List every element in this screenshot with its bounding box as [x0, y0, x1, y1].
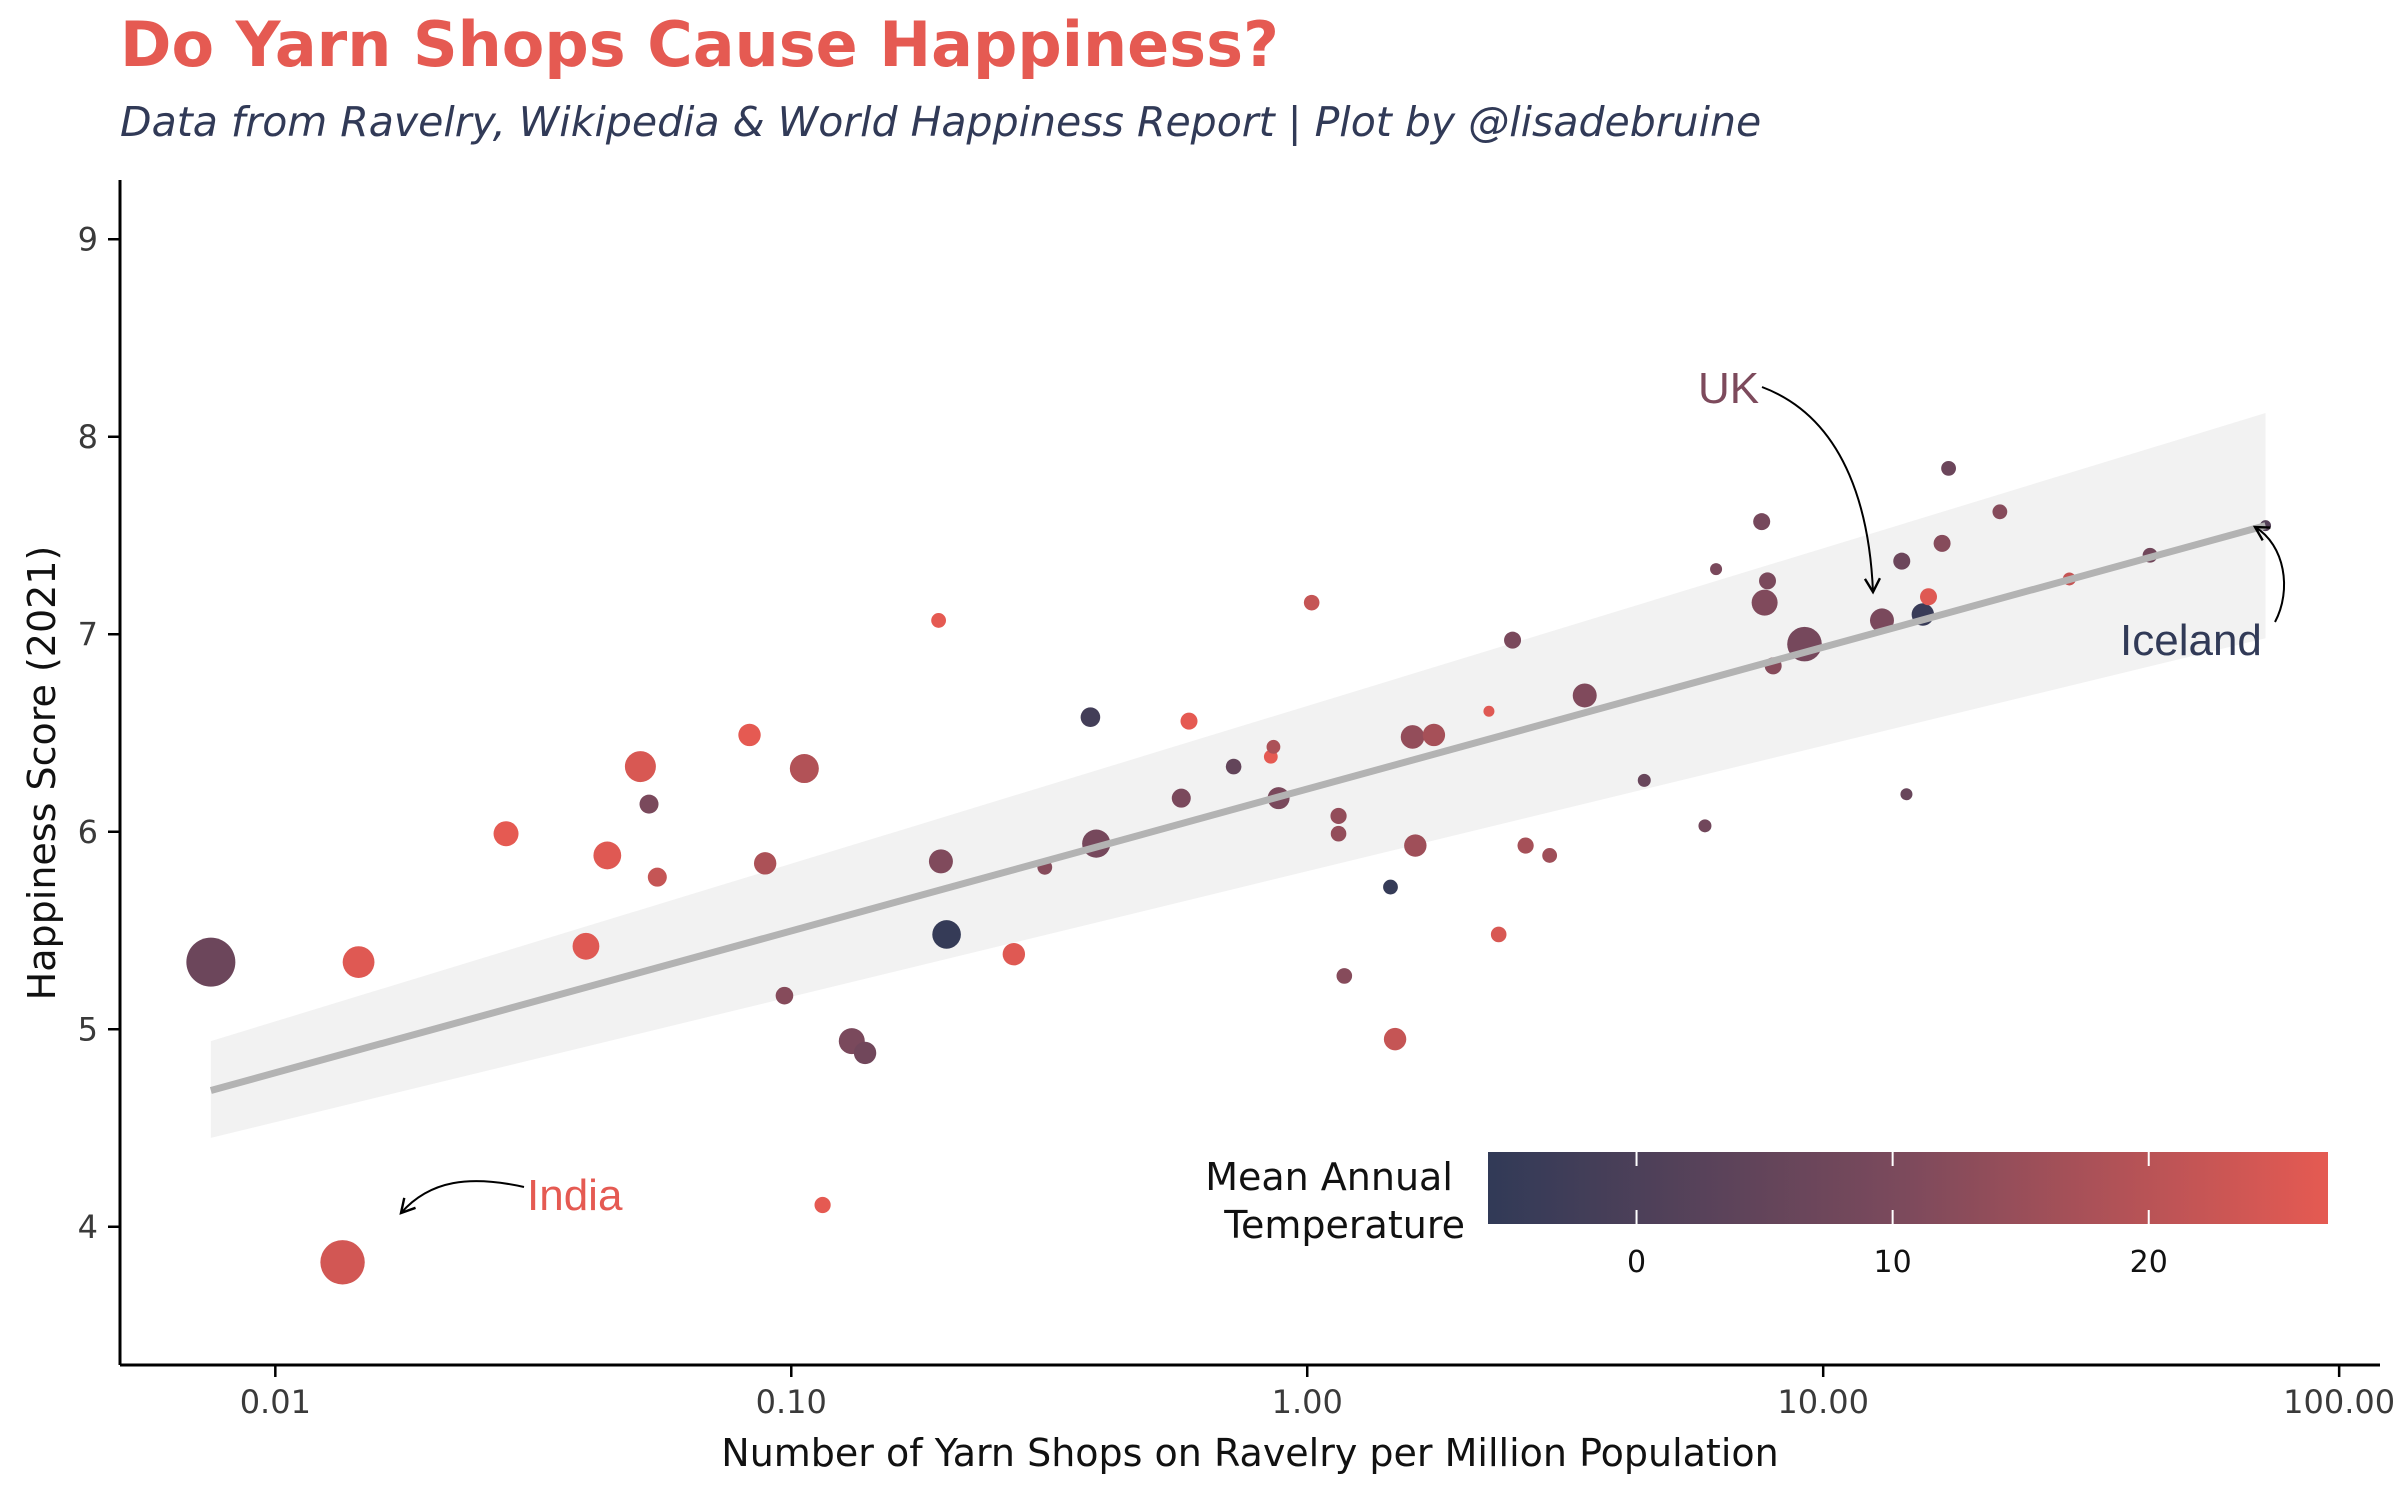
data-point [753, 852, 777, 875]
data-point [1941, 460, 1956, 476]
data-point [789, 754, 819, 784]
data-point [738, 723, 761, 747]
y-tick-label: 7 [78, 615, 98, 653]
data-point [1303, 594, 1320, 611]
legend-title: Mean Annual Temperature [1205, 1155, 1465, 1247]
data-point [1753, 513, 1771, 531]
annotation-uk-arrow [1761, 386, 1882, 595]
legend-colorbar [1488, 1152, 2328, 1224]
x-tick-label: 1.00 [1272, 1383, 1343, 1421]
x-tick-label: 10.00 [1777, 1383, 1869, 1421]
legend-ticks: 0 10 20 [1627, 1152, 2168, 1280]
y-axis-ticks: 4 5 6 7 8 9 [78, 220, 120, 1246]
data-point [1180, 712, 1198, 730]
legend-tick-label: 10 [1874, 1245, 1912, 1280]
data-point [186, 937, 236, 987]
data-point [1266, 739, 1281, 754]
x-tick-label: 0.01 [240, 1383, 311, 1421]
data-point [493, 821, 519, 847]
annotation-iceland-arrow [2252, 525, 2286, 623]
data-point [1400, 725, 1425, 749]
color-legend: Mean Annual Temperature 0 10 20 [1205, 1152, 2328, 1280]
data-point [1336, 968, 1353, 984]
x-tick-label: 0.10 [756, 1383, 827, 1421]
data-point [342, 946, 375, 978]
data-point [1383, 879, 1398, 895]
data-point [1080, 707, 1101, 727]
data-point [1330, 807, 1347, 825]
data-point [1920, 588, 1938, 606]
data-point [1517, 837, 1534, 854]
legend-tick-label: 0 [1627, 1245, 1646, 1280]
data-point [928, 849, 953, 874]
data-point [624, 751, 656, 783]
x-axis-ticks: 0.01 0.10 1.00 10.00 100.00 [240, 1365, 2395, 1421]
data-point [1933, 534, 1951, 552]
y-axis-title: Happiness Score (2021) [20, 546, 64, 1001]
data-point [1710, 563, 1723, 576]
trend-line [209, 522, 2267, 1094]
chart-title: Do Yarn Shops Cause Happiness? [120, 8, 1279, 81]
x-axis-title: Number of Yarn Shops on Ravelry per Mill… [721, 1431, 1778, 1475]
data-point [1504, 631, 1522, 649]
data-point [320, 1240, 365, 1285]
data-point [1171, 788, 1191, 808]
data-points [186, 460, 2272, 1285]
confidence-ribbon [210, 413, 2266, 1138]
data-point [639, 794, 659, 814]
x-tick-label: 100.00 [2283, 1383, 2395, 1421]
annotation-iceland-label: Iceland [2120, 616, 2262, 665]
chart-subtitle: Data from Ravelry, Wikipedia & World Hap… [120, 98, 1762, 146]
data-point [1330, 825, 1347, 842]
data-point [931, 613, 947, 628]
data-point [1893, 552, 1911, 570]
y-tick-label: 5 [78, 1010, 98, 1048]
data-point [853, 1041, 877, 1065]
data-point [1483, 705, 1495, 717]
data-point [1404, 834, 1427, 857]
data-point [572, 932, 600, 960]
data-point [1698, 819, 1712, 833]
data-point [1759, 572, 1777, 590]
annotation-india-label: India [527, 1171, 623, 1220]
data-point [1637, 773, 1651, 787]
annotation-uk-label: UK [1698, 364, 1759, 413]
legend-tick-label: 20 [2130, 1245, 2168, 1280]
legend-title-line-2: Temperature [1223, 1203, 1465, 1247]
data-point [1002, 943, 1026, 966]
data-point [1383, 1027, 1407, 1051]
data-point [932, 920, 961, 949]
y-tick-label: 8 [78, 418, 98, 456]
data-point [1900, 788, 1913, 801]
data-point [1225, 758, 1242, 775]
data-point [1542, 848, 1558, 863]
data-point [775, 986, 794, 1005]
annotation-india-arrow [399, 1180, 525, 1215]
legend-title-line-1: Mean Annual [1205, 1155, 1453, 1199]
data-point [814, 1196, 831, 1214]
data-point [1992, 504, 2008, 520]
data-point [647, 867, 667, 887]
data-point [1422, 723, 1446, 747]
data-point [593, 841, 622, 870]
data-point [1751, 589, 1778, 616]
y-tick-label: 9 [78, 220, 98, 258]
data-point [1572, 683, 1597, 708]
y-tick-label: 6 [78, 813, 98, 851]
data-point [1490, 926, 1507, 943]
y-tick-label: 4 [78, 1208, 98, 1246]
